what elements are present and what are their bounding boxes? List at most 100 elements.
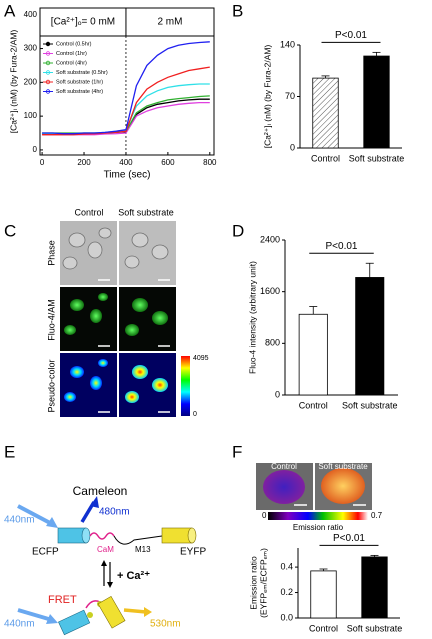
- panel-label: C: [4, 221, 16, 240]
- x-tick-label: 600: [161, 158, 175, 167]
- colorbar: [181, 356, 190, 416]
- y-axis-label: [Ca²⁺]ᵢ (nM) (by Fura-2/AM): [262, 45, 272, 149]
- panel-label: E: [4, 442, 15, 461]
- arrow-head: [46, 614, 58, 624]
- arrow-head: [101, 560, 107, 566]
- arrow: [123, 608, 147, 614]
- legend-marker: [45, 79, 51, 85]
- protein-label: ECFP: [32, 547, 59, 558]
- x-tick-label: 400: [119, 158, 133, 167]
- x-tick-label: 800: [203, 158, 217, 167]
- column-label: Control: [271, 462, 297, 471]
- legend-marker: [45, 70, 51, 75]
- series-line: [42, 66, 210, 136]
- series-line: [42, 41, 210, 135]
- colorbar-label: Emission ratio: [293, 523, 344, 532]
- diagram-title: Cameleon: [73, 484, 128, 498]
- colorbar-max: 0.7: [371, 511, 383, 520]
- m13-linker: [113, 535, 163, 545]
- arrow: [17, 608, 53, 622]
- arrow-head: [107, 582, 113, 588]
- eyfp-barrel: [161, 527, 193, 544]
- x-tick-label: Control: [309, 623, 338, 633]
- wavelength: 440nm: [4, 619, 35, 630]
- cell: [321, 468, 365, 504]
- header-box: [39, 7, 215, 37]
- y-axis-label: Emission ratio: [248, 556, 258, 610]
- wavelength: 530nm: [150, 619, 181, 630]
- column-label: Soft substrate: [318, 462, 368, 471]
- x-tick-label: 0: [40, 158, 45, 167]
- colorbar: [268, 512, 368, 520]
- row-label: Fluo-4/AM: [46, 299, 56, 341]
- legend-label: Soft substrate (4hr): [56, 89, 103, 95]
- calcium-ion: [87, 612, 93, 618]
- cam-linker: [89, 532, 115, 540]
- header-label: 2 mM: [157, 17, 182, 28]
- wavelength: 440nm: [4, 515, 35, 526]
- legend-label: Control (4hr): [56, 60, 87, 66]
- header-label: [Ca²⁺]ₒ= 0 mM: [51, 17, 115, 28]
- y-tick-label: 400: [24, 10, 38, 19]
- x-tick-label: Control: [299, 400, 328, 410]
- y-tick-label: 0: [275, 389, 280, 399]
- cells: [64, 359, 168, 403]
- panel-c: Control Soft substrate Phase Fluo-4/AM P…: [46, 207, 208, 417]
- y-tick-label: 100: [24, 111, 38, 120]
- legend-label: Control (1hr): [56, 51, 87, 57]
- eyfp-barrel: [187, 527, 197, 544]
- significance-label: P<0.01: [333, 533, 365, 544]
- x-tick-label: Control: [311, 153, 340, 163]
- bar: [310, 570, 337, 619]
- x-tick-label: Soft substrate: [342, 400, 398, 410]
- bar: [363, 55, 390, 149]
- y-tick-label: 140: [280, 39, 295, 49]
- y-tick-label: 1600: [260, 286, 280, 296]
- arrow-head: [90, 496, 99, 508]
- pseudo-image: [60, 353, 117, 417]
- y-tick-label: 0.0: [280, 612, 293, 622]
- arrow-head: [46, 517, 58, 528]
- y-tick-label: 300: [24, 44, 38, 53]
- panel-label: A: [4, 1, 16, 20]
- bar: [355, 277, 385, 396]
- arrow: [17, 504, 53, 526]
- cells: [62, 227, 169, 270]
- x-tick-label: Soft substrate: [347, 623, 403, 633]
- legend-marker: [45, 60, 51, 66]
- cells: [64, 293, 168, 336]
- y-axis-label: (EYFPₑₘ/ECFPₑₘ): [258, 548, 268, 618]
- x-tick-label: 200: [77, 158, 91, 167]
- legend-marker: [45, 89, 51, 94]
- panel-label: B: [232, 1, 243, 20]
- y-tick-label: 0.4: [280, 561, 293, 571]
- fret-label: FRET: [48, 594, 77, 606]
- protein-label: EYFP: [180, 547, 206, 558]
- calcium-label: + Ca²⁺: [117, 570, 150, 582]
- row-label: Phase: [46, 240, 56, 266]
- significance-label: P<0.01: [326, 241, 358, 252]
- legend-label: Soft substrate (0.5hr): [56, 70, 108, 76]
- panel-label: F: [232, 442, 242, 461]
- y-tick-label: 2400: [260, 234, 280, 244]
- column-label: Control: [74, 207, 103, 217]
- bar: [312, 77, 339, 149]
- panel-f-images: Control Soft substrate 0 0.7 Emission ra…: [256, 462, 383, 532]
- panel-label: D: [232, 221, 244, 240]
- y-tick-label: 0.2: [280, 587, 293, 597]
- legend-marker: [45, 51, 51, 56]
- arrow-head: [144, 607, 152, 617]
- y-tick-label: 0: [290, 142, 295, 152]
- y-axis-label: [Ca²⁺]ᵢ (nM) (by Fura-2/AM): [8, 30, 18, 134]
- colorbar-min: 0: [262, 511, 267, 520]
- bar: [361, 556, 388, 619]
- eyfp-barrel: [97, 595, 126, 629]
- protein-label: M13: [135, 545, 151, 554]
- scale-bars: [98, 279, 170, 413]
- fluo-image: [60, 287, 117, 351]
- legend-label: Control (0.5hr): [56, 41, 92, 47]
- bar: [298, 313, 328, 396]
- y-tick-label: 70: [285, 91, 295, 101]
- protein-label: CaM: [97, 545, 114, 554]
